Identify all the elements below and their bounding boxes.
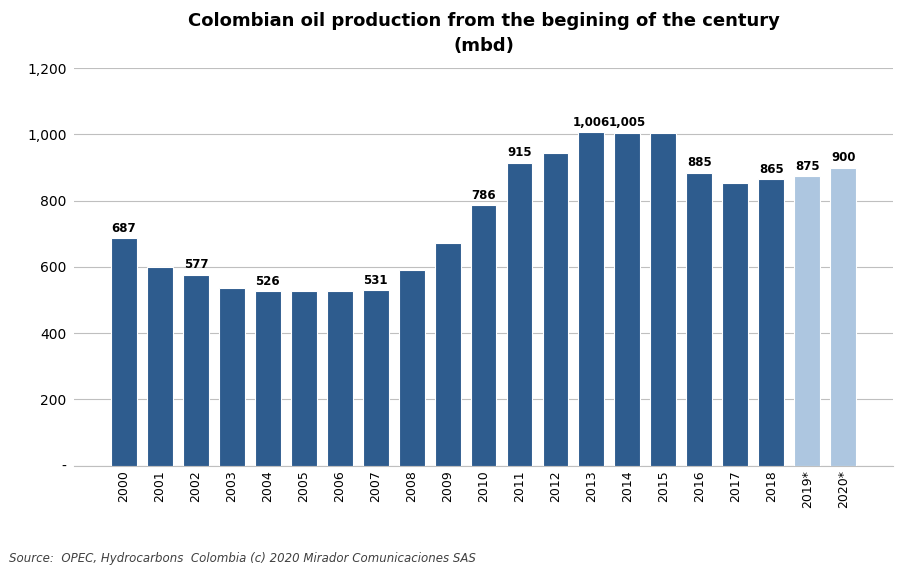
Bar — [650, 133, 676, 466]
Bar — [830, 168, 857, 466]
Bar — [435, 244, 460, 466]
Bar — [794, 176, 820, 466]
Bar — [219, 288, 245, 466]
Text: 900: 900 — [831, 151, 856, 164]
Text: 865: 865 — [759, 163, 784, 176]
Bar — [111, 238, 137, 466]
Bar — [291, 291, 317, 466]
Text: 1,006: 1,006 — [573, 116, 610, 129]
Text: 531: 531 — [364, 274, 388, 286]
Text: 885: 885 — [687, 156, 712, 169]
Bar — [686, 173, 712, 466]
Text: 1,005: 1,005 — [609, 116, 646, 130]
Bar — [147, 266, 173, 466]
Title: Colombian oil production from the begining of the century
(mbd): Colombian oil production from the begini… — [188, 12, 779, 56]
Bar — [471, 205, 496, 466]
Bar — [507, 162, 532, 466]
Text: 915: 915 — [507, 147, 531, 159]
Text: 786: 786 — [472, 189, 495, 202]
Bar — [363, 290, 389, 466]
Bar — [183, 274, 209, 466]
Text: 875: 875 — [795, 160, 820, 173]
Bar — [399, 270, 425, 466]
Bar — [614, 133, 640, 466]
Text: 687: 687 — [111, 222, 136, 235]
Bar — [542, 153, 568, 466]
Bar — [578, 132, 604, 466]
Bar — [255, 291, 281, 466]
Bar — [327, 291, 353, 466]
Text: 577: 577 — [183, 258, 208, 272]
Bar — [758, 179, 784, 466]
Text: 526: 526 — [255, 275, 280, 288]
Text: Source:  OPEC, Hydrocarbons  Colombia (c) 2020 Mirador Comunicaciones SAS: Source: OPEC, Hydrocarbons Colombia (c) … — [9, 552, 476, 565]
Bar — [722, 183, 748, 466]
